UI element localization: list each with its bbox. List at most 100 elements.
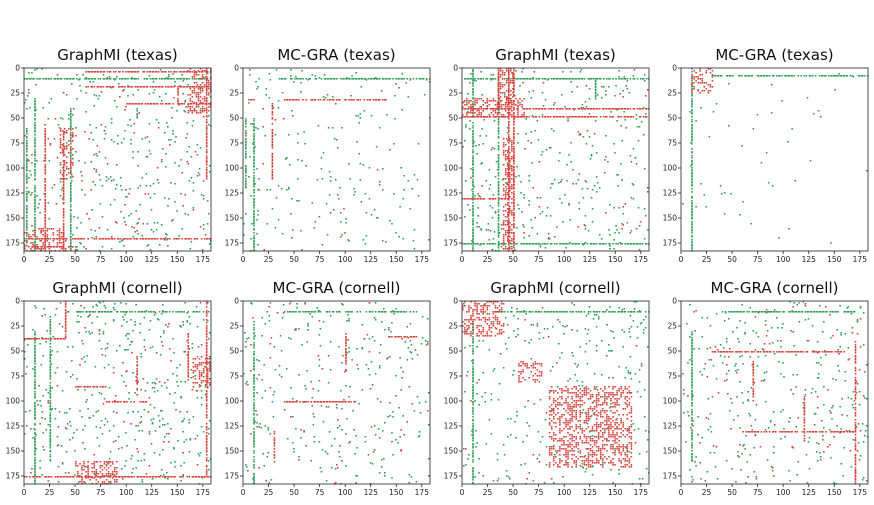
- red-block-cell: [504, 192, 507, 194]
- red-cell-run: [513, 227, 515, 229]
- green-cell-run: [330, 78, 333, 80]
- red-cell-run: [507, 91, 510, 93]
- red-cell-run: [109, 476, 112, 478]
- red-cell-run: [62, 217, 65, 219]
- green-cell-run: [497, 236, 500, 238]
- green-cell-run: [785, 75, 787, 77]
- red-cell: [538, 161, 541, 163]
- green-cell-run: [34, 369, 36, 371]
- green-cell-run: [486, 78, 489, 80]
- red-cell-run: [596, 108, 599, 110]
- red-cell-run: [473, 108, 475, 110]
- green-cell: [190, 369, 193, 371]
- green-cell: [184, 213, 187, 215]
- green-cell: [202, 195, 205, 197]
- red-cell-run: [77, 238, 79, 240]
- green-cell-run: [691, 124, 693, 126]
- green-cell-run: [559, 243, 561, 245]
- green-cell: [643, 208, 646, 210]
- red-cell-run: [504, 198, 507, 200]
- red-block-cell: [521, 116, 523, 118]
- red-block-cell: [504, 248, 507, 250]
- red-cell-run: [205, 167, 208, 169]
- red-block-cell: [695, 76, 697, 78]
- green-cell: [378, 181, 381, 183]
- red-cell: [40, 231, 42, 233]
- green-cell-run: [253, 222, 255, 224]
- red-cell-run: [205, 104, 208, 106]
- green-cell-run: [49, 435, 52, 437]
- green-cell-run: [691, 185, 693, 187]
- red-cell-run: [122, 476, 124, 478]
- red-cell: [43, 160, 45, 162]
- red-block-cell: [61, 178, 64, 180]
- green-cell-run: [136, 110, 138, 112]
- green-cell: [134, 439, 136, 441]
- green-cell-run: [253, 165, 255, 167]
- red-cell-run: [553, 116, 556, 118]
- green-cell: [81, 416, 83, 418]
- red-cell: [334, 103, 337, 105]
- green-cell-run: [401, 78, 403, 80]
- red-block-cell: [510, 100, 512, 102]
- x-tick-label: 75: [534, 255, 544, 264]
- red-block-cell: [58, 238, 61, 240]
- red-cell-run: [369, 99, 372, 101]
- red-cell-run: [204, 71, 207, 73]
- green-cell: [139, 204, 142, 206]
- green-cell-run: [34, 478, 36, 480]
- red-cell-run: [623, 116, 626, 118]
- green-cell: [741, 145, 743, 147]
- green-cell-run: [472, 82, 474, 84]
- red-cell: [337, 194, 339, 196]
- green-cell: [57, 124, 60, 126]
- green-cell: [605, 135, 607, 137]
- red-cell-run: [76, 476, 78, 478]
- green-cell: [152, 418, 155, 420]
- green-cell-run: [253, 160, 255, 162]
- green-cell-run: [525, 78, 527, 80]
- green-cell: [258, 78, 260, 80]
- red-cell-run: [72, 238, 74, 240]
- red-cell-run: [507, 208, 510, 210]
- green-cell: [49, 144, 52, 146]
- green-cell-run: [352, 78, 354, 80]
- green-cell: [118, 436, 120, 438]
- green-cell: [180, 193, 182, 195]
- green-cell: [206, 320, 209, 322]
- green-cell: [328, 194, 331, 196]
- green-cell-run: [633, 243, 636, 245]
- red-cell: [186, 161, 189, 163]
- red-block-cell: [504, 174, 507, 176]
- green-cell: [189, 439, 192, 441]
- red-cell-run: [96, 86, 99, 88]
- green-cell: [75, 151, 77, 153]
- green-cell-run: [797, 75, 800, 77]
- red-block-cell: [69, 140, 72, 142]
- red-cell-run: [375, 99, 378, 101]
- green-cell-run: [389, 78, 391, 80]
- green-cell: [98, 174, 101, 176]
- green-cell: [528, 204, 530, 206]
- red-cell-run: [205, 134, 208, 136]
- red-block-cell: [709, 68, 712, 70]
- green-cell-run: [206, 78, 209, 80]
- green-cell: [245, 213, 247, 215]
- red-cell-run: [205, 77, 208, 79]
- green-cell: [64, 472, 67, 474]
- red-cell-run: [36, 476, 38, 478]
- x-tick-label: 175: [634, 255, 649, 264]
- red-block-cell: [72, 162, 74, 164]
- red-cell-run: [507, 104, 510, 106]
- red-cell-run: [181, 238, 183, 240]
- red-block-cell: [50, 228, 53, 230]
- red-cell-run: [56, 238, 59, 240]
- red-cell: [326, 94, 329, 96]
- red-cell-run: [146, 103, 149, 105]
- green-cell-run: [69, 191, 72, 193]
- green-cell-run: [830, 75, 832, 77]
- green-cell: [148, 93, 151, 95]
- red-block-cell: [36, 248, 38, 250]
- green-cell-run: [253, 141, 255, 143]
- red-block-cell: [502, 104, 505, 106]
